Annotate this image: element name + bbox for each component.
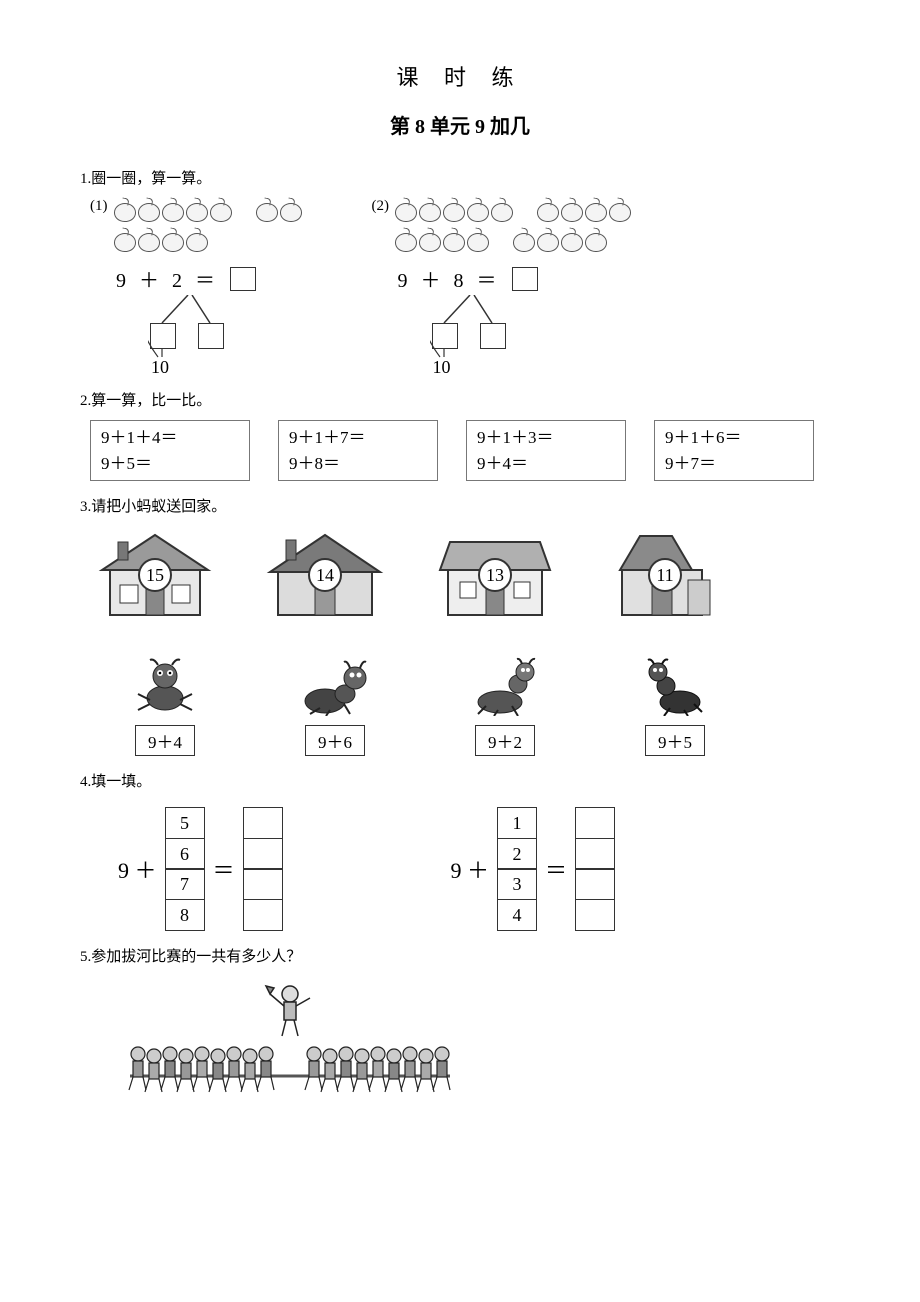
q4-prefix: 9 ＋ (118, 853, 157, 885)
ant-icon (130, 656, 200, 716)
answer-cell[interactable] (575, 807, 615, 839)
q4-prompt: 4.填一填。 (80, 770, 840, 791)
answer-box[interactable] (512, 267, 538, 291)
decomp-ten: 10 (151, 357, 169, 378)
decomp-ten: 10 (433, 357, 451, 378)
q4-cell: 2 (497, 838, 537, 870)
q4-inputs: 5 6 7 8 (165, 807, 205, 931)
tug-of-war-icon (110, 976, 840, 1131)
house-icon: 14 (260, 530, 390, 620)
q1-item-2: (2) 9 ＋ 8 ＝ 10 (372, 198, 632, 375)
q2-line: 9＋8＝ (289, 451, 427, 477)
ant-item: 9＋2 (450, 656, 560, 756)
q4-cell: 7 (165, 868, 205, 900)
house-number: 11 (648, 558, 682, 592)
ant-item: 9＋4 (110, 656, 220, 756)
q2-line: 9＋1＋7＝ (289, 425, 427, 451)
q4-block-2: 9 ＋ 1 2 3 4 ＝ (443, 807, 616, 931)
answer-cell[interactable] (575, 899, 615, 931)
ant-label: 9＋2 (475, 725, 535, 756)
page-title: 课 时 练 (80, 60, 840, 92)
q3-prompt: 3.请把小蚂蚁送回家。 (80, 495, 840, 516)
q1-label-2: (2) (372, 198, 390, 215)
answer-box[interactable] (230, 267, 256, 291)
ant-item: 9＋6 (280, 656, 390, 756)
q1-apples-1 (112, 198, 302, 258)
q4-eq: ＝ (545, 853, 567, 885)
q4-row: 9 ＋ 5 6 7 8 ＝ 9 ＋ 1 2 3 4 ＝ (110, 807, 840, 931)
q1-prompt: 1.圈一圈，算一算。 (80, 167, 840, 188)
q1-expr-2: 9 ＋ 8 ＝ (398, 264, 632, 293)
house-number: 15 (138, 558, 172, 592)
q4-answers (575, 807, 615, 931)
answer-cell[interactable] (575, 868, 615, 900)
q5-prompt: 5.参加拔河比赛的一共有多少人？ (80, 945, 840, 966)
page-subtitle: 第 8 单元 9 加几 (80, 110, 840, 139)
q4-answers (243, 807, 283, 931)
house-icon: 13 (430, 530, 560, 620)
q2-cell: 9＋1＋4＝ 9＋5＝ (90, 420, 250, 481)
q2-line: 9＋1＋6＝ (665, 425, 803, 451)
q4-cell: 3 (497, 868, 537, 900)
q1-decomp-2: 10 (430, 295, 540, 375)
q3-ants: 9＋4 9＋6 9＋2 9＋ (110, 656, 840, 756)
q4-block-1: 9 ＋ 5 6 7 8 ＝ (110, 807, 283, 931)
house-number: 14 (308, 558, 342, 592)
q2-line: 9＋5＝ (101, 451, 239, 477)
answer-cell[interactable] (243, 868, 283, 900)
q4-inputs: 1 2 3 4 (497, 807, 537, 931)
q1-expr-1: 9 ＋ 2 ＝ (116, 264, 302, 293)
decomp-box[interactable] (480, 323, 506, 349)
house-number: 13 (478, 558, 512, 592)
q2-line: 9＋1＋4＝ (101, 425, 239, 451)
q1-row: (1) 9 ＋ 2 ＝ 10 (2) (90, 198, 840, 375)
q2-cell: 9＋1＋3＝ 9＋4＝ (466, 420, 626, 481)
q2-prompt: 2.算一算，比一比。 (80, 389, 840, 410)
q2-line: 9＋1＋3＝ (477, 425, 615, 451)
q4-prefix: 9 ＋ (451, 853, 490, 885)
q3-houses: 15 14 13 11 (90, 530, 840, 620)
q1-item-1: (1) 9 ＋ 2 ＝ 10 (90, 198, 302, 375)
ant-label: 9＋6 (305, 725, 365, 756)
ant-label: 9＋5 (645, 725, 705, 756)
ant-icon (300, 656, 370, 716)
house-icon: 15 (90, 530, 220, 620)
decomp-box[interactable] (432, 323, 458, 349)
q4-cell: 6 (165, 838, 205, 870)
answer-cell[interactable] (243, 838, 283, 870)
q1-apples-2 (393, 198, 631, 258)
q2-cell: 9＋1＋7＝ 9＋8＝ (278, 420, 438, 481)
answer-cell[interactable] (243, 899, 283, 931)
q4-cell: 1 (497, 807, 537, 839)
ant-label: 9＋4 (135, 725, 195, 756)
house-icon: 11 (600, 530, 730, 620)
decomp-box[interactable] (150, 323, 176, 349)
q4-cell: 4 (497, 899, 537, 931)
q4-cell: 8 (165, 899, 205, 931)
q4-cell: 5 (165, 807, 205, 839)
ant-icon (640, 656, 710, 716)
q2-row: 9＋1＋4＝ 9＋5＝ 9＋1＋7＝ 9＋8＝ 9＋1＋3＝ 9＋4＝ 9＋1＋… (90, 420, 840, 481)
q1-label-1: (1) (90, 198, 108, 215)
q2-line: 9＋4＝ (477, 451, 615, 477)
q4-eq: ＝ (213, 853, 235, 885)
answer-cell[interactable] (575, 838, 615, 870)
decomp-box[interactable] (198, 323, 224, 349)
ant-item: 9＋5 (620, 656, 730, 756)
q2-line: 9＋7＝ (665, 451, 803, 477)
ant-icon (470, 656, 540, 716)
q1-decomp-1: 10 (148, 295, 258, 375)
q2-cell: 9＋1＋6＝ 9＋7＝ (654, 420, 814, 481)
answer-cell[interactable] (243, 807, 283, 839)
